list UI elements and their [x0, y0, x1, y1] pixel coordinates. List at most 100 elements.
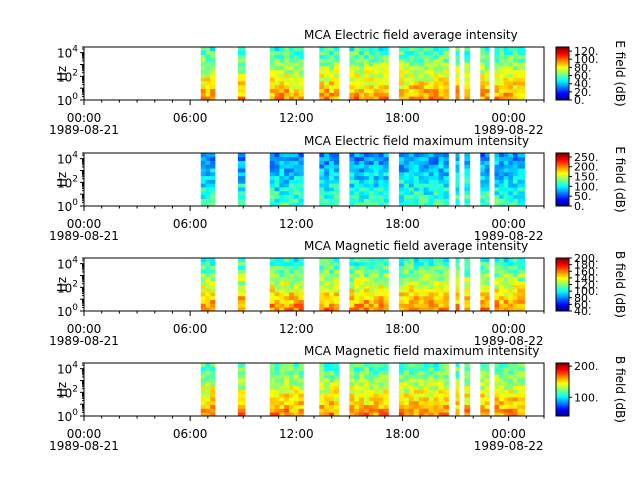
spectrogram-cell — [288, 292, 295, 297]
spectrogram-cell — [274, 54, 280, 59]
spectrogram-cell — [298, 303, 304, 308]
spectrogram-cell — [333, 408, 340, 413]
spectrogram-cell — [293, 96, 299, 101]
spectrogram-cell — [324, 62, 330, 67]
colorbar-swatch — [556, 412, 569, 414]
spectrogram-cell — [288, 50, 295, 55]
spectrogram-cell — [423, 65, 430, 71]
spectrogram-cell — [373, 81, 379, 86]
colorbar-swatch — [556, 164, 569, 167]
spectrogram-cell — [288, 404, 295, 409]
spectrogram-cell — [398, 187, 405, 192]
spectrogram-cell — [484, 65, 490, 71]
spectrogram-cell — [293, 363, 299, 368]
spectrogram-cell — [433, 198, 439, 203]
spectrogram-cell — [484, 183, 490, 188]
spectrogram-cell — [433, 54, 439, 59]
spectrogram-cell — [433, 385, 439, 390]
colorbar-tick-label: 200. — [574, 360, 599, 373]
spectrogram-cell — [284, 62, 290, 67]
spectrogram-cell — [205, 47, 211, 52]
spectrogram-cell — [269, 393, 275, 398]
spectrogram-cell — [398, 179, 405, 184]
spectrogram-cell — [494, 269, 500, 274]
spectrogram-cell — [329, 303, 335, 308]
spectrogram-cell — [210, 397, 216, 402]
spectrogram-cell — [324, 393, 330, 398]
spectrogram-cell — [205, 400, 211, 406]
spectrogram-cell — [383, 50, 389, 55]
spectrogram-cell — [284, 284, 290, 289]
spectrogram-cell — [494, 69, 500, 74]
spectrogram-cell — [484, 374, 490, 379]
spectrogram-cell — [373, 378, 379, 383]
spectrogram-cell — [512, 273, 518, 278]
colorbar-swatch — [556, 408, 569, 410]
spectrogram-cell — [508, 88, 514, 93]
spectrogram-cell — [373, 160, 379, 165]
spectrogram-cell — [508, 156, 514, 161]
colorbar-tick-label: 0. — [574, 94, 585, 107]
spectrogram-cell — [293, 292, 299, 297]
spectrogram-cell — [349, 397, 355, 402]
spectrogram-cell — [413, 96, 420, 101]
spectrogram-cell — [293, 92, 299, 97]
spectrogram-cell — [494, 412, 500, 417]
spectrogram-cell — [517, 153, 525, 158]
spectrogram-cell — [443, 393, 449, 398]
spectrogram-cell — [480, 412, 486, 417]
spectrogram-cell — [373, 183, 379, 188]
spectrogram-cell — [494, 62, 500, 67]
spectrogram-cell — [274, 92, 280, 97]
spectrogram-cell — [455, 73, 460, 78]
spectrogram-cell — [333, 284, 340, 289]
x-tick-label: 06:00 — [173, 427, 208, 441]
spectrogram-cell — [428, 175, 434, 180]
spectrogram-cell — [494, 175, 500, 180]
spectrogram-cell — [200, 183, 206, 188]
spectrogram-cell — [333, 175, 340, 180]
spectrogram-cell — [205, 412, 211, 417]
spectrogram-cell — [494, 73, 500, 78]
spectrogram-cell — [200, 164, 206, 169]
colorbar-swatch — [556, 78, 569, 81]
spectrogram-cell — [298, 269, 304, 274]
spectrogram-cell — [508, 295, 514, 301]
spectrogram-cell — [279, 202, 285, 207]
spectrogram-cell — [210, 88, 216, 93]
spectrogram-cell — [333, 47, 340, 52]
spectrogram-cell — [205, 284, 211, 289]
spectrogram-cell — [354, 288, 360, 293]
spectrogram-cell — [288, 77, 295, 82]
spectrogram-cell — [349, 374, 355, 379]
spectrogram-cell — [269, 265, 275, 270]
spectrogram-cell — [413, 190, 420, 196]
spectrogram-cell — [319, 378, 325, 383]
spectrogram-cell — [433, 168, 439, 173]
spectrogram-cell — [368, 261, 375, 266]
spectrogram-cell — [279, 160, 285, 165]
spectrogram-cell — [494, 307, 500, 312]
spectrogram-cell — [508, 190, 514, 196]
spectrogram-cell — [499, 175, 505, 180]
spectrogram-cell — [517, 284, 525, 289]
spectrogram-cell — [423, 156, 430, 161]
spectrogram-cell — [319, 190, 325, 196]
spectrogram-cell — [455, 269, 460, 274]
spectrogram-cell — [274, 303, 280, 308]
spectrogram-cell — [443, 194, 449, 199]
spectrogram-cell — [438, 187, 444, 192]
spectrogram-cell — [428, 69, 434, 74]
spectrogram-cell — [503, 366, 509, 371]
spectrogram-cell — [428, 385, 434, 390]
spectrogram-cell — [378, 88, 384, 93]
spectrogram-cell — [433, 92, 439, 97]
spectrogram-cell — [438, 96, 444, 101]
spectrogram-cell — [455, 303, 460, 308]
spectrogram-cell — [438, 273, 444, 278]
spectrogram-cell — [279, 265, 285, 270]
spectrogram-cell — [413, 273, 420, 278]
spectrogram-cell — [298, 202, 304, 207]
spectrogram-cell — [413, 404, 420, 409]
spectrogram-cell — [333, 303, 340, 308]
